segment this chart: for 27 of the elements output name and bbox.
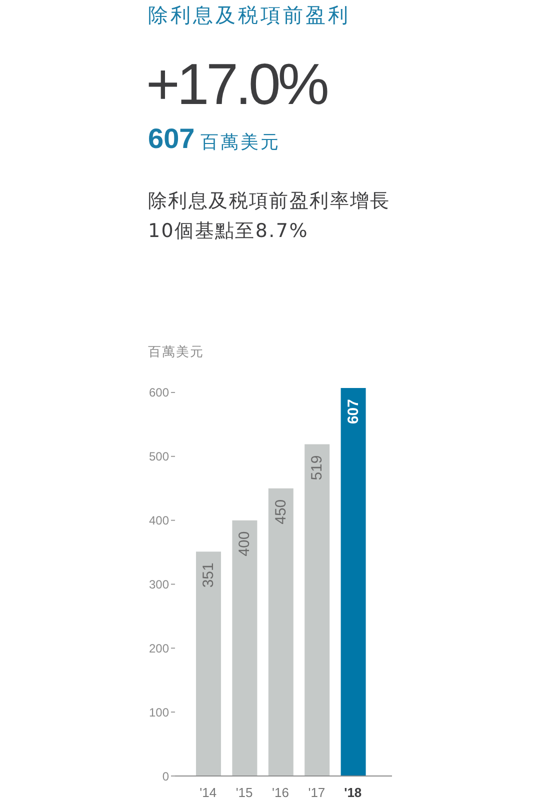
data-label: 400 <box>236 531 254 556</box>
data-label: 450 <box>272 499 290 524</box>
bar <box>304 444 330 776</box>
y-tick-label: 100 <box>148 705 170 720</box>
text: +17.0% <box>146 52 326 117</box>
x-tick-label: '17 <box>308 785 326 800</box>
y-tick-label: 400 <box>148 514 170 528</box>
x-tick-label: '18 <box>344 785 362 800</box>
y-tick-label: 600 <box>148 386 170 400</box>
y-tick-label: 200 <box>148 641 170 656</box>
x-tick-label: '16 <box>272 785 289 800</box>
bar <box>340 388 366 776</box>
data-label: 519 <box>308 455 326 480</box>
y-tick-label: 0 <box>162 769 170 784</box>
chart-subtitle: 除利息及税項前盈利率增長 10個基點至8.7% <box>148 189 390 244</box>
text: 607 百萬美元 <box>148 123 281 154</box>
data-label: 607 <box>344 399 362 424</box>
y-axis-title: 百萬美元 <box>148 344 204 362</box>
data-label: 351 <box>200 562 217 588</box>
chart-title: 除利息及税項前盈利 <box>148 3 350 27</box>
x-tick-label: '15 <box>236 785 253 800</box>
bar <box>196 552 221 776</box>
y-tick-label: 500 <box>148 450 170 464</box>
bar <box>232 520 258 776</box>
y-tick-label: 300 <box>148 577 170 592</box>
bar <box>268 488 294 776</box>
x-tick-label: '14 <box>200 785 217 800</box>
